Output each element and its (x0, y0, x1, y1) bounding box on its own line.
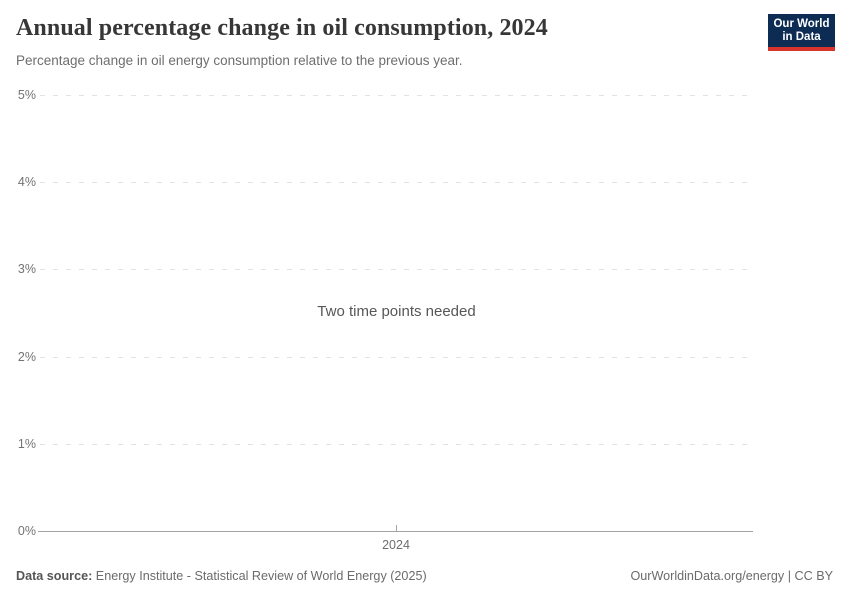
x-axis-tick-label: 2024 (382, 538, 410, 552)
attribution-note: OurWorldinData.org/energy | CC BY (630, 569, 833, 583)
chart-subtitle: Percentage change in oil energy consumpt… (16, 53, 463, 68)
empty-state-message: Two time points needed (317, 303, 476, 320)
x-axis-line (38, 531, 753, 532)
y-axis-tick-label: 5% (17, 88, 36, 102)
y-axis-tick-label: 3% (17, 262, 36, 276)
y-axis-tick-label: 0% (17, 524, 36, 538)
gridline (40, 269, 753, 270)
data-source-label: Data source: (16, 569, 93, 583)
x-axis-tick-mark (396, 525, 397, 531)
gridline (40, 95, 753, 96)
data-source-note: Data source: Energy Institute - Statisti… (16, 569, 427, 583)
y-axis-tick-label: 4% (17, 175, 36, 189)
chart-title: Annual percentage change in oil consumpt… (16, 15, 548, 41)
gridline (40, 444, 753, 445)
owid-logo-line2: in Data (782, 30, 821, 43)
y-axis-tick-label: 1% (17, 437, 36, 451)
y-axis-tick-label: 2% (17, 350, 36, 364)
owid-logo-line1: Our World (773, 17, 830, 30)
gridline (40, 357, 753, 358)
owid-logo[interactable]: Our World in Data (768, 14, 835, 51)
gridline (40, 182, 753, 183)
data-source-text: Energy Institute - Statistical Review of… (92, 569, 427, 583)
